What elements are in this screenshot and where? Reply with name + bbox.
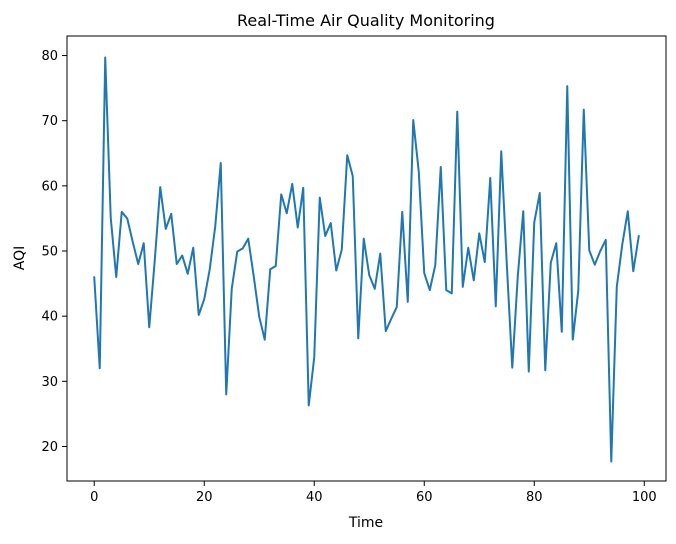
- y-axis: 20 30 40 50 60 70 80: [41, 49, 67, 455]
- x-tick-label: 20: [196, 490, 213, 505]
- x-tick-label: 0: [90, 490, 98, 505]
- x-tick-label: 60: [416, 490, 433, 505]
- y-tick-label: 40: [41, 310, 58, 325]
- y-tick-label: 80: [41, 49, 58, 64]
- x-tick-label: 80: [526, 490, 543, 505]
- y-tick-label: 50: [41, 245, 58, 260]
- y-tick-label: 60: [41, 179, 58, 194]
- y-axis-label: AQI: [12, 246, 28, 270]
- y-tick-label: 20: [41, 440, 58, 455]
- plot-frame: [66, 35, 667, 482]
- plot-area: [66, 35, 667, 482]
- y-tick-label: 70: [41, 114, 58, 129]
- x-tick-label: 100: [632, 490, 657, 505]
- y-tick-label: 30: [41, 375, 58, 390]
- series-line: [93, 56, 640, 463]
- x-axis-label: Time: [348, 515, 383, 531]
- chart-title: Real-Time Air Quality Monitoring: [237, 11, 495, 30]
- x-axis: 0 20 40 60 80 100: [90, 481, 657, 505]
- x-tick-label: 40: [306, 490, 323, 505]
